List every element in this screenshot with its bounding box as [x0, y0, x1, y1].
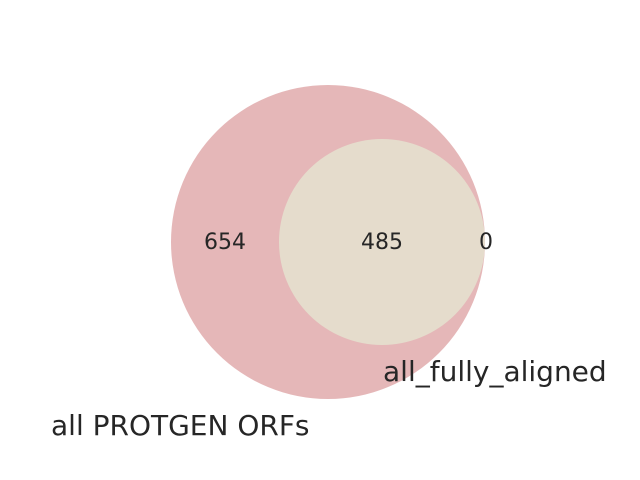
count-only-a: 654	[204, 230, 246, 255]
count-intersection: 485	[361, 230, 403, 255]
set-a-label: all PROTGEN ORFs	[51, 409, 310, 442]
count-only-b: 0	[479, 230, 493, 255]
set-b-label: all_fully_aligned	[383, 355, 607, 388]
set-b-circle	[279, 139, 485, 345]
